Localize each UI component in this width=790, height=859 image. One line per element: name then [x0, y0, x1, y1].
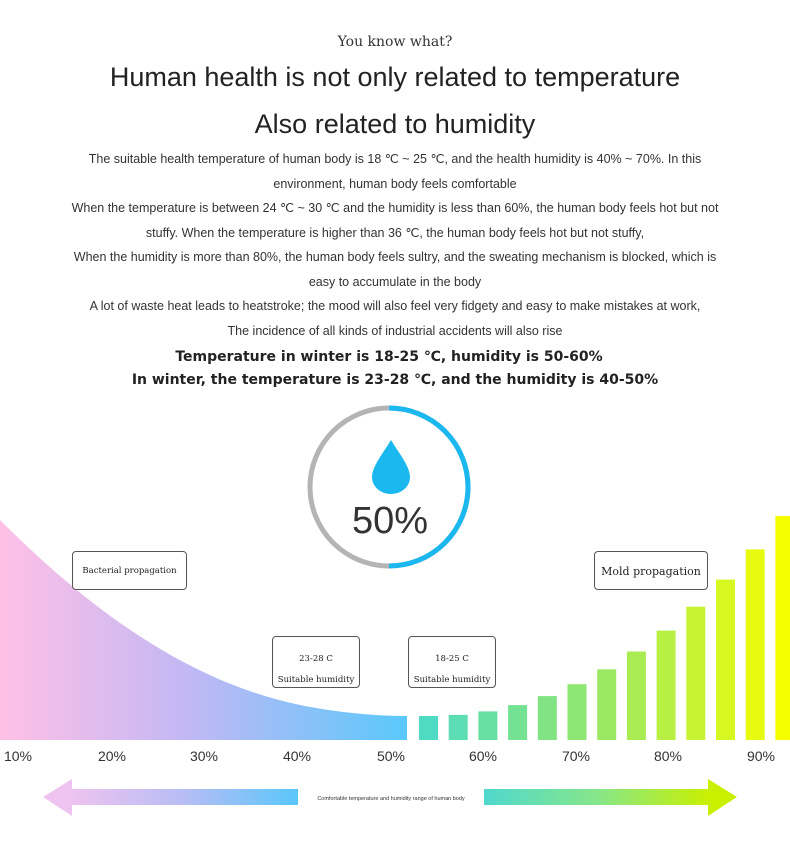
arrow-caption: Comfortable temperature and humidity ran…: [317, 796, 465, 802]
humidity-bar: [716, 579, 735, 740]
humidity-bar: [656, 630, 676, 740]
humidity-bar: [478, 711, 498, 740]
headline-temperature: Human health is not only related to temp…: [109, 62, 681, 92]
intro-kicker: You know what?: [337, 34, 453, 50]
humidity-bar: [597, 669, 617, 740]
comfort-range-arrow: [43, 779, 737, 816]
arrow-right-head: [708, 779, 737, 816]
low-humidity-area: [0, 520, 407, 740]
gauge-fill-arc: [388, 405, 471, 569]
bacterial-propagation-label: Bacterial propagation: [72, 551, 187, 590]
arrow-right-shaft: [484, 789, 710, 805]
card-temperature: 23-28 C: [299, 654, 333, 664]
paragraph: The suitable health temperature of human…: [88, 152, 702, 191]
paragraph: When the humidity is more than 80%, the …: [73, 250, 717, 289]
headline-humidity: Also related to humidity: [254, 109, 536, 139]
arrow-left-head: [43, 779, 72, 816]
card-caption: Suitable humidity: [413, 675, 491, 685]
mold-propagation-label: Mold propagation: [594, 551, 708, 590]
paragraph: When the temperature is between 24 ℃ ~ 3…: [71, 201, 719, 240]
axis-tick: 50%: [376, 748, 406, 764]
axis-tick: 40%: [282, 748, 312, 764]
humidity-bar: [745, 549, 765, 740]
suitable-humidity-card-23-28: 23-28 C Suitable humidity: [272, 636, 360, 688]
axis-tick: 30%: [189, 748, 219, 764]
humidity-bar: [626, 651, 646, 740]
humidity-bar: [508, 705, 528, 740]
humidity-gauge: [307, 405, 471, 569]
humidity-bar: [448, 714, 468, 740]
axis-tick: 80%: [653, 748, 683, 764]
card-caption: Suitable humidity: [277, 675, 355, 685]
humidity-bar: [537, 696, 557, 740]
axis-tick: 20%: [97, 748, 127, 764]
axis-tick: 90%: [746, 748, 776, 764]
summary-line-1: Temperature in winter is 18-25 ℃, humidi…: [175, 349, 603, 365]
humidity-bar: [567, 684, 587, 740]
arrow-left-shaft: [71, 789, 298, 805]
water-drop-icon: [372, 440, 410, 494]
suitable-humidity-card-18-25: 18-25 C Suitable humidity: [408, 636, 496, 688]
gauge-value: 50%: [351, 500, 429, 542]
humidity-bar-edge: [776, 520, 790, 740]
card-temperature: 18-25 C: [435, 654, 469, 664]
axis-tick: 60%: [468, 748, 498, 764]
humidity-bar: [419, 716, 438, 740]
humidity-bar: [686, 606, 706, 740]
paragraph: A lot of waste heat leads to heatstroke;…: [89, 299, 701, 313]
humidity-bars: [419, 516, 790, 740]
axis-tick: 10%: [3, 748, 33, 764]
axis-tick: 70%: [561, 748, 591, 764]
body-text: The suitable health temperature of human…: [60, 147, 730, 343]
paragraph: The incidence of all kinds of industrial…: [227, 323, 563, 338]
summary-line-2: In winter, the temperature is 23-28 ℃, a…: [131, 372, 659, 388]
